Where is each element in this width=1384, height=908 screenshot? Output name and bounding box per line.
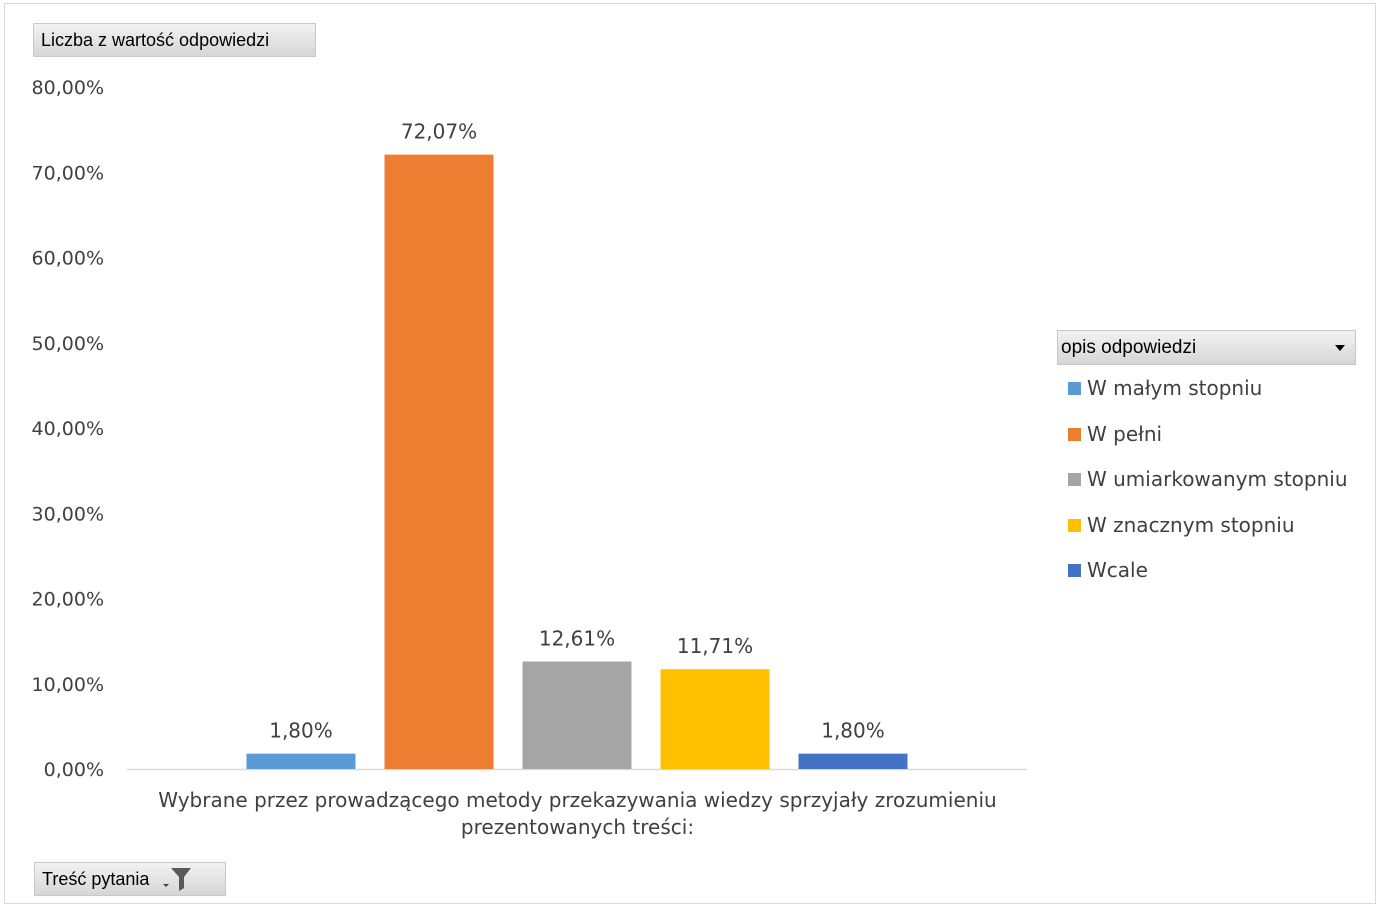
- bar[interactable]: [246, 753, 356, 769]
- legend: W małym stopniu W pełni W umiarkowanym s…: [1068, 374, 1348, 602]
- value-field-button[interactable]: Liczba z wartość odpowiedzi: [33, 23, 316, 57]
- data-label: 12,61%: [539, 626, 615, 650]
- bar[interactable]: [522, 661, 632, 769]
- y-tick-label: 80,00%: [32, 77, 104, 99]
- filter-icon[interactable]: [163, 866, 193, 892]
- bar[interactable]: [798, 753, 908, 769]
- y-tick-label: 50,00%: [32, 333, 104, 355]
- legend-swatch: [1068, 473, 1081, 486]
- y-tick-label: 10,00%: [32, 674, 104, 696]
- legend-item[interactable]: W małym stopniu: [1068, 374, 1348, 420]
- chart-area: [4, 3, 1376, 904]
- legend-label: W pełni: [1087, 421, 1163, 446]
- legend-label: Wcale: [1087, 558, 1148, 582]
- legend-item[interactable]: W pełni: [1068, 420, 1348, 466]
- category-field-button[interactable]: Treść pytania: [34, 862, 226, 896]
- legend-label: W znacznym stopniu: [1087, 512, 1295, 537]
- legend-label: W małym stopniu: [1087, 376, 1263, 400]
- y-tick-label: 20,00%: [32, 589, 104, 611]
- data-label: 72,07%: [401, 120, 477, 144]
- legend-swatch: [1068, 518, 1081, 532]
- legend-field-button[interactable]: opis odpowiedzi: [1057, 330, 1356, 365]
- legend-swatch: [1068, 427, 1081, 441]
- y-tick-label: 0,00%: [44, 759, 104, 781]
- legend-item[interactable]: Wcale: [1068, 556, 1348, 602]
- bar[interactable]: [660, 669, 770, 769]
- legend-swatch: [1068, 382, 1081, 395]
- category-field-label: Treść pytania: [42, 868, 150, 889]
- y-tick-label: 40,00%: [32, 418, 104, 440]
- y-tick-label: 30,00%: [32, 503, 104, 525]
- value-field-label: Liczba z wartość odpowiedzi: [41, 29, 270, 50]
- dropdown-arrow-icon[interactable]: [1335, 344, 1345, 351]
- y-tick-label: 60,00%: [32, 248, 104, 270]
- legend-item[interactable]: W umiarkowanym stopniu: [1068, 465, 1348, 511]
- data-label: 11,71%: [677, 634, 753, 658]
- bar[interactable]: [384, 154, 494, 769]
- y-tick-label: 70,00%: [32, 162, 104, 184]
- legend-item[interactable]: W znacznym stopniu: [1068, 511, 1348, 557]
- x-category-label: Wybrane przez prowadzącego metody przeka…: [158, 788, 997, 839]
- legend-swatch: [1068, 564, 1081, 577]
- data-label: 1,80%: [821, 719, 885, 743]
- legend-field-label: opis odpowiedzi: [1061, 336, 1197, 358]
- legend-label: W umiarkowanym stopniu: [1087, 467, 1348, 491]
- data-label: 1,80%: [269, 719, 333, 743]
